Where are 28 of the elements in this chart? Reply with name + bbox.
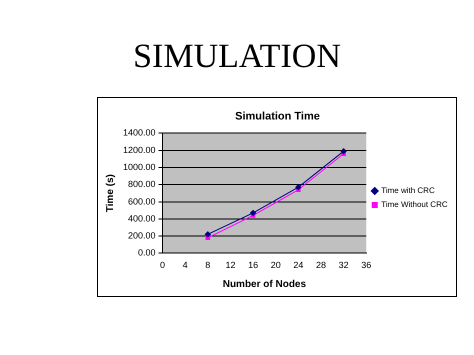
chart-subtitle: Simulation Time (235, 110, 320, 123)
point (204, 231, 211, 238)
x-tick-label: 36 (361, 260, 372, 270)
x-tick-label: 32 (338, 260, 349, 270)
x-tick-label: 24 (293, 260, 304, 270)
x-tick-label: 0 (160, 260, 166, 270)
chart-title: SIMULATION (132, 38, 342, 76)
x-tick-label: 16 (248, 260, 258, 270)
x-tick-label: 20 (270, 260, 281, 270)
y-tick-label: 400.00 (128, 213, 156, 224)
x-tick-label: 8 (205, 260, 210, 270)
y-tick-label: 1000.00 (122, 162, 156, 172)
point (250, 210, 256, 216)
y-tick-label: 200.00 (128, 230, 156, 241)
x-tick-label: 4 (182, 260, 188, 270)
legend-label: Time Without CRC (381, 200, 448, 210)
x-tick-label: 28 (316, 260, 326, 270)
y-tick-label: 1400.00 (122, 128, 156, 138)
y-tick-label: 800.00 (128, 179, 156, 190)
x-axis-title: Number of Nodes (222, 278, 306, 290)
y-axis-title: Time (s) (104, 174, 116, 212)
point (295, 184, 302, 190)
point (340, 148, 347, 154)
x-tick-label: 12 (225, 260, 236, 270)
y-tick-label: 1200.00 (122, 144, 156, 155)
y-tick-label: 0.00 (138, 248, 156, 258)
legend-label: Time with CRC (381, 186, 435, 196)
y-tick-label: 600.00 (128, 196, 156, 206)
